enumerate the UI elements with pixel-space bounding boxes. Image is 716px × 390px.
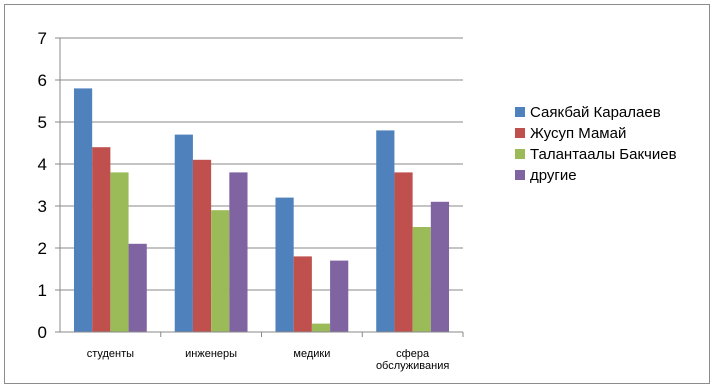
bar bbox=[412, 227, 431, 332]
bar bbox=[311, 323, 331, 332]
x-tick-label: сфера bbox=[396, 348, 430, 360]
y-tick-labels: 0 1 2 3 4 5 6 7 bbox=[38, 29, 47, 342]
legend-swatch bbox=[515, 107, 525, 117]
y-tick-label: 3 bbox=[38, 197, 47, 216]
x-tick-label: студенты bbox=[87, 348, 134, 360]
legend-swatch bbox=[515, 170, 525, 180]
legend-label: другие bbox=[530, 167, 577, 184]
bar bbox=[430, 201, 450, 332]
bar bbox=[92, 147, 111, 332]
bar bbox=[211, 210, 230, 332]
bar bbox=[330, 260, 349, 332]
y-tick-label: 7 bbox=[38, 29, 47, 48]
bar bbox=[174, 134, 193, 332]
y-tick-label: 5 bbox=[38, 113, 47, 132]
y-tick-label: 6 bbox=[38, 71, 47, 90]
bar bbox=[394, 172, 413, 332]
bar bbox=[275, 197, 294, 332]
x-tick-label: обслуживания bbox=[376, 360, 449, 372]
bar bbox=[293, 256, 312, 332]
bar bbox=[376, 130, 395, 332]
y-tick-label: 4 bbox=[38, 155, 47, 174]
bar bbox=[192, 159, 212, 332]
x-tick-label: инженеры bbox=[185, 348, 237, 360]
y-tick-label: 1 bbox=[38, 281, 47, 300]
bar bbox=[128, 243, 147, 332]
legend-label: Жусуп Мамай bbox=[530, 125, 626, 142]
y-tick-label: 2 bbox=[38, 239, 47, 258]
legend-label: Саякбай Каралаев bbox=[530, 104, 661, 121]
bars bbox=[73, 88, 450, 333]
legend-swatch bbox=[515, 128, 525, 138]
legend-label: Талантаалы Бакчиев bbox=[530, 146, 677, 163]
bar bbox=[110, 172, 129, 332]
legend-swatch bbox=[515, 149, 525, 159]
axes bbox=[55, 37, 464, 337]
bar bbox=[229, 172, 248, 332]
bar bbox=[73, 88, 93, 333]
legend: Саякбай Каралаев Жусуп Мамай Талантаалы Ба… bbox=[515, 104, 677, 184]
y-tick-label: 0 bbox=[38, 323, 47, 342]
x-tick-label: медики bbox=[293, 348, 330, 360]
